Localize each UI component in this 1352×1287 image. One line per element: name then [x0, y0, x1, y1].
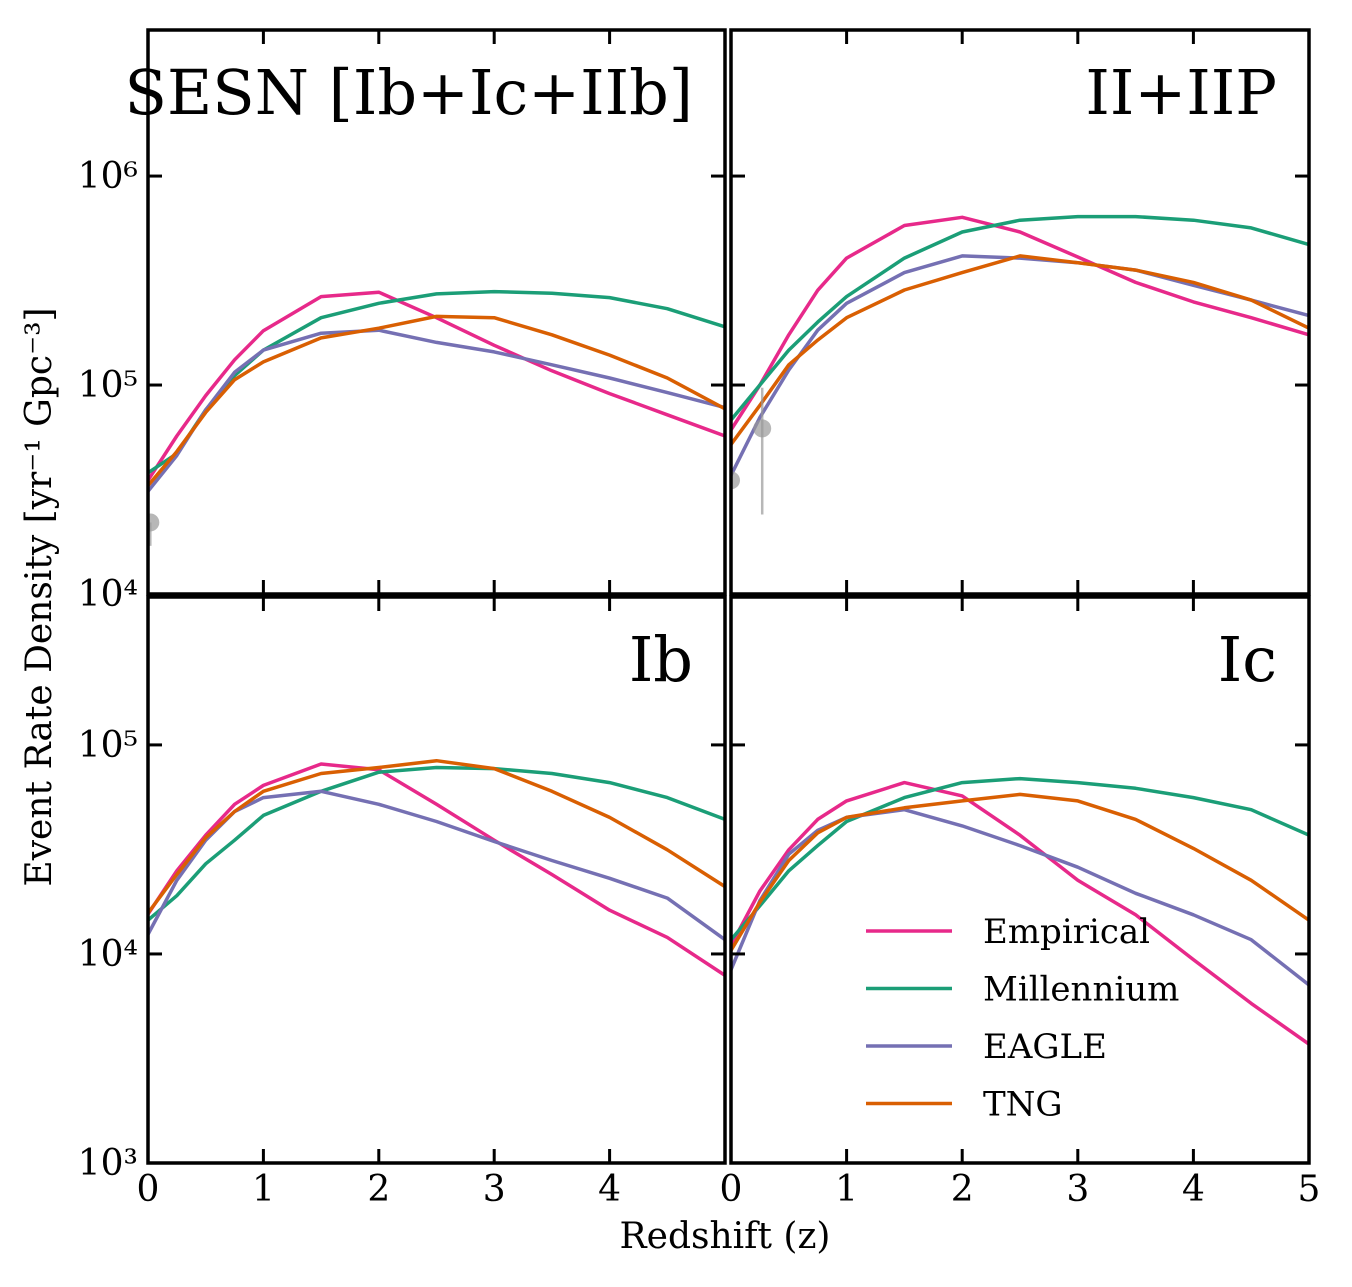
series-line: [148, 314, 725, 487]
x-tick-label: 2: [367, 1169, 390, 1210]
legend-label: Millennium: [983, 970, 1179, 1010]
observed-point: [753, 419, 772, 438]
series-line: [731, 807, 1309, 987]
plot-area: [148, 758, 725, 977]
x-tick-label: 3: [1066, 1169, 1089, 1210]
panel-frame: [146, 28, 727, 596]
y-axis-label: Event Rate Density [yr⁻¹ Gpc⁻³]: [19, 307, 60, 886]
panel-frame: [729, 28, 1311, 596]
x-tick-label: 1: [835, 1169, 858, 1210]
x-tick-label: 3: [483, 1169, 506, 1210]
series-line: [148, 328, 725, 493]
series-line: [731, 215, 1309, 431]
series-line: [731, 254, 1309, 477]
panel-title: Ib: [629, 623, 693, 696]
series-line: [731, 776, 1309, 941]
y-tick-label: 10⁵: [78, 365, 138, 406]
series-line: [731, 254, 1309, 446]
series-line: [148, 758, 725, 915]
observed-point: [731, 471, 740, 490]
y-tick-label: 10⁴: [78, 934, 138, 975]
panel-title: II+IIP: [1085, 56, 1277, 129]
panel-frame: [146, 595, 727, 1165]
series-line: [731, 792, 1309, 952]
panel-frame: [729, 595, 1311, 1165]
legend-label: EAGLE: [983, 1027, 1107, 1067]
y-tick-label: 10³: [78, 1143, 138, 1184]
series-line: [148, 290, 725, 482]
legend-label: Empirical: [983, 912, 1150, 952]
plot-area: [731, 214, 1309, 515]
series-line: [731, 780, 1309, 1046]
x-tick-label: 1: [252, 1169, 275, 1210]
panel-title: Ic: [1218, 623, 1277, 696]
series-line: [731, 214, 1309, 422]
y-tick-label: 10⁵: [78, 725, 138, 766]
x-tick-label: 4: [1182, 1169, 1205, 1210]
series-line: [148, 762, 725, 977]
y-tick-label: 10⁴: [78, 574, 138, 615]
series-line: [148, 765, 725, 922]
x-tick-label: 5: [1298, 1169, 1321, 1210]
x-axis-label: Redshift (z): [620, 1216, 831, 1257]
x-tick-label: 0: [720, 1169, 743, 1210]
x-tick-label: 4: [598, 1169, 621, 1210]
observed-point: [148, 513, 160, 532]
y-tick-label: 10⁶: [78, 156, 138, 197]
plot-area: [148, 289, 725, 546]
panel-title: SESN [Ib+Ic+IIb]: [124, 56, 693, 129]
x-tick-label: 2: [951, 1169, 974, 1210]
legend-label: TNG: [983, 1085, 1063, 1125]
x-tick-label: 0: [137, 1169, 160, 1210]
plot-area: [731, 776, 1309, 1046]
